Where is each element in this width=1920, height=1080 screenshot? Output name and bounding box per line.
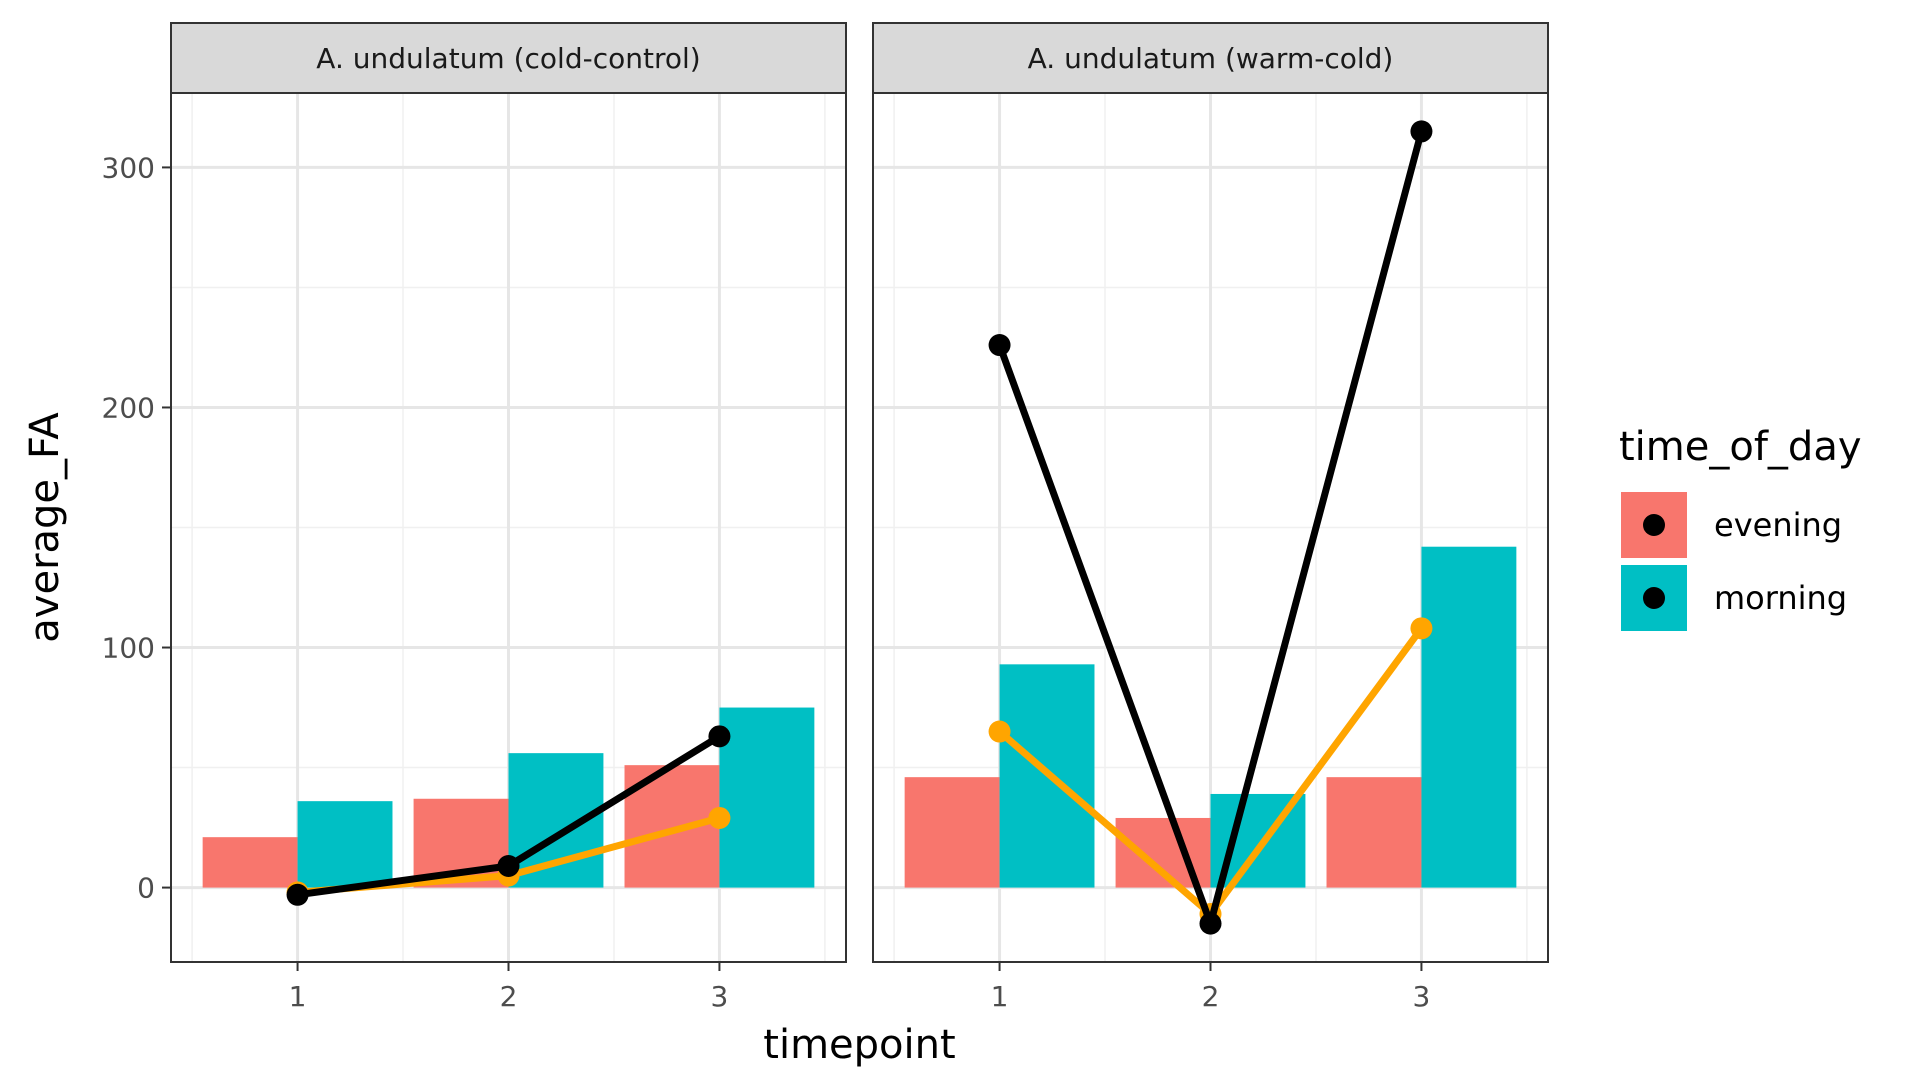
bar-morning — [1421, 546, 1517, 888]
y-tick-label: 300 — [102, 151, 155, 184]
strip-title: A. undulatum (cold-control) — [316, 42, 700, 75]
legend-point-morning — [1643, 587, 1665, 609]
x-tick-label: 1 — [991, 980, 1009, 1013]
panel-1: A. undulatum (cold-control) 1 2 3 0 100 200 300 — [102, 22, 847, 1013]
y-tick-label: 0 — [137, 872, 155, 905]
x-tick-label: 3 — [711, 980, 729, 1013]
bar-evening — [202, 837, 298, 888]
panel-2: A. undulatum (warm-cold) 1 2 3 — [872, 22, 1549, 1013]
panels: A. undulatum (cold-control) 1 2 3 0 100 200 300… — [102, 22, 1549, 1013]
point-black — [708, 725, 731, 748]
strip-background — [170, 22, 847, 94]
point-black — [988, 334, 1011, 357]
point-orange — [1410, 617, 1433, 640]
x-tick-label: 2 — [500, 980, 518, 1013]
point-black — [1410, 120, 1433, 143]
y-tick-label: 200 — [102, 391, 155, 424]
point-black — [497, 854, 520, 877]
point-orange — [988, 720, 1011, 743]
x-tick-label: 3 — [1413, 980, 1431, 1013]
point-orange — [708, 806, 731, 829]
y-tick-label: 100 — [102, 632, 155, 665]
legend: time_of_day evening morning — [1619, 424, 1862, 631]
legend-title: time_of_day — [1619, 424, 1862, 470]
bar-evening — [1326, 777, 1422, 888]
strip-title: A. undulatum (warm-cold) — [1028, 42, 1394, 75]
legend-label-evening: evening — [1714, 506, 1842, 544]
y-axis-title: average_FA — [22, 412, 68, 643]
strip-background — [872, 22, 1549, 94]
legend-label-morning: morning — [1714, 579, 1847, 617]
legend-point-evening — [1643, 514, 1665, 536]
x-tick-label: 2 — [1202, 980, 1220, 1013]
point-black — [1199, 912, 1222, 935]
point-black — [286, 883, 309, 906]
bar-evening — [904, 777, 1000, 888]
bar-morning — [719, 707, 815, 888]
bar-morning — [297, 801, 393, 888]
x-tick-label: 1 — [289, 980, 307, 1013]
x-axis-title: timepoint — [763, 1022, 955, 1068]
